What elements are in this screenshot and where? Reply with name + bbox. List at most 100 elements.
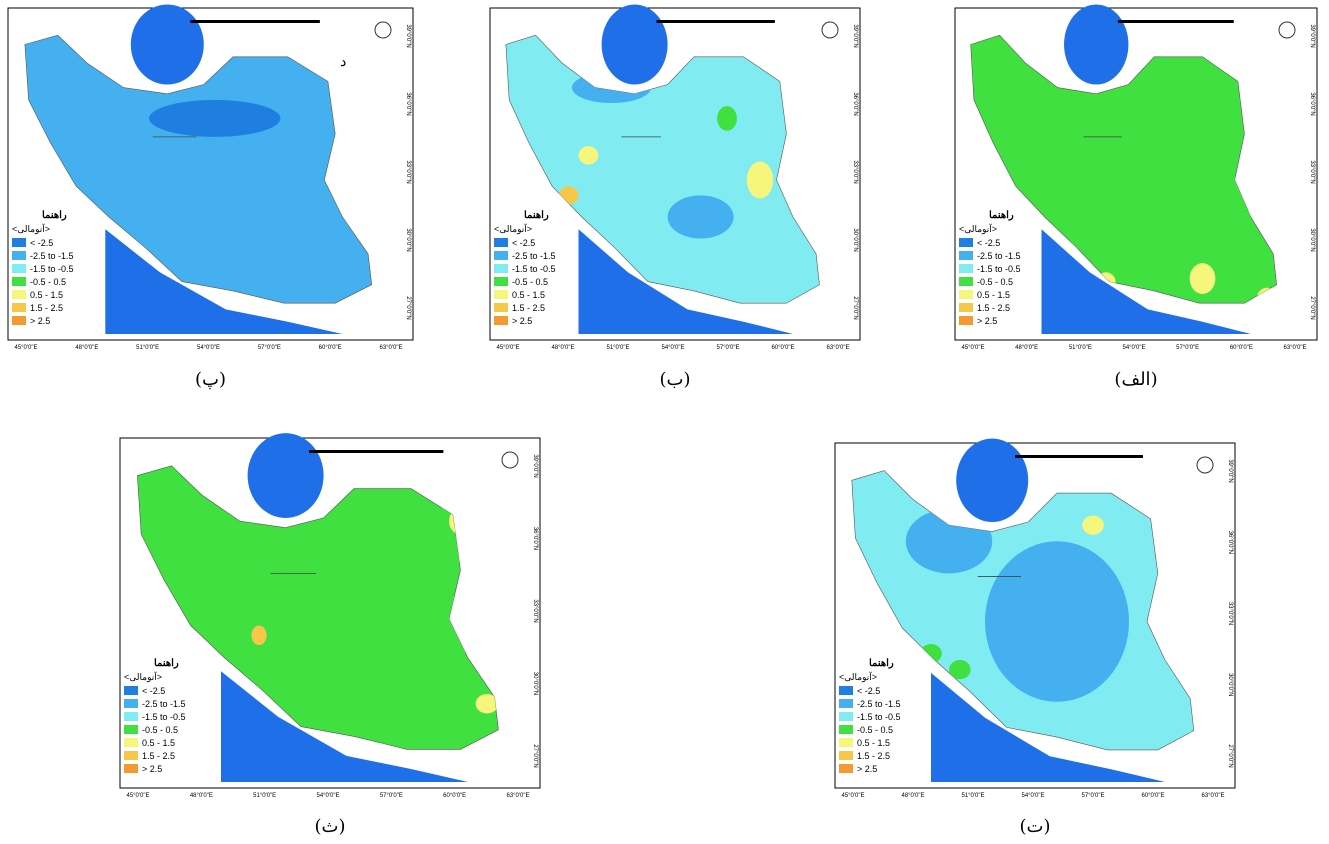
map-panel: د راهنما <آنومالی> < -2.5 -2.5 to -1.5 -1.5 t… bbox=[7, 4, 414, 351]
latitude-label: 27°0'0"N bbox=[532, 744, 538, 767]
latitude-label: 36°0'0"N bbox=[405, 92, 411, 115]
legend-label: < -2.5 bbox=[142, 686, 165, 696]
legend-label: -0.5 - 0.5 bbox=[857, 725, 893, 735]
longitude-label: 60°0'0"E bbox=[771, 345, 794, 351]
latitude-label: 36°0'0"N bbox=[1309, 92, 1315, 115]
legend-swatch bbox=[959, 303, 973, 312]
scale-bar bbox=[656, 20, 775, 23]
legend-label: > 2.5 bbox=[30, 316, 50, 326]
latitude-label: 36°0'0"N bbox=[852, 92, 858, 115]
longitude-label: 54°0'0"E bbox=[1021, 793, 1044, 799]
legend-label: -2.5 to -1.5 bbox=[977, 251, 1021, 261]
latitude-label: 33°0'0"N bbox=[405, 160, 411, 183]
anomaly-zones bbox=[164, 504, 499, 717]
legend-title: راهنما bbox=[524, 210, 549, 221]
longitude-label: 51°0'0"E bbox=[961, 793, 984, 799]
legend-swatch bbox=[124, 764, 138, 773]
longitude-label: 48°0'0"E bbox=[190, 793, 213, 799]
legend-swatch bbox=[12, 303, 26, 312]
panel-letter: د bbox=[340, 53, 346, 69]
legend-label: 0.5 - 1.5 bbox=[977, 290, 1010, 300]
legend-subtitle: <آنومالی> bbox=[839, 671, 877, 683]
legend-label: -1.5 to -0.5 bbox=[857, 712, 901, 722]
latitude-label: 39°0'0"N bbox=[532, 454, 538, 477]
latitude-label: 27°0'0"N bbox=[852, 296, 858, 319]
latitude-label: 30°0'0"N bbox=[1227, 673, 1233, 696]
longitude-label: 57°0'0"E bbox=[258, 345, 281, 351]
legend-swatch bbox=[839, 686, 853, 695]
anomaly-zone bbox=[667, 195, 734, 239]
map-panel: راهنما <آنومالی> < -2.5 -2.5 to -1.5 -1.5 to… bbox=[954, 4, 1318, 351]
latitude-label: 27°0'0"N bbox=[1227, 744, 1233, 767]
legend-label: -2.5 to -1.5 bbox=[512, 251, 556, 261]
legend-title: راهنما bbox=[42, 210, 67, 221]
scale-bar bbox=[1015, 455, 1143, 458]
latitude-label: 36°0'0"N bbox=[532, 527, 538, 550]
legend-swatch bbox=[12, 238, 26, 247]
longitude-label: 48°0'0"E bbox=[75, 345, 98, 351]
legend-swatch bbox=[839, 725, 853, 734]
latitude-label: 39°0'0"N bbox=[405, 24, 411, 47]
longitude-label: 60°0'0"E bbox=[443, 793, 466, 799]
legend-label: -2.5 to -1.5 bbox=[30, 251, 74, 261]
panel-caption: (ت) bbox=[1019, 816, 1050, 837]
legend-swatch bbox=[12, 290, 26, 299]
latitude-label: 30°0'0"N bbox=[852, 228, 858, 251]
north-arrow bbox=[821, 21, 839, 39]
anomaly-zone bbox=[985, 541, 1129, 702]
legend-swatch bbox=[839, 699, 853, 708]
latitude-label: 30°0'0"N bbox=[532, 672, 538, 695]
legend-label: < -2.5 bbox=[30, 238, 53, 248]
legend-swatch bbox=[124, 738, 138, 747]
longitude-label: 45°0'0"E bbox=[14, 345, 37, 351]
legend-label: > 2.5 bbox=[142, 764, 162, 774]
persian-gulf bbox=[931, 672, 1165, 782]
legend-label: > 2.5 bbox=[857, 764, 877, 774]
legend-title: راهنما bbox=[869, 658, 894, 669]
latitude-label: 33°0'0"N bbox=[532, 599, 538, 622]
legend-swatch bbox=[959, 264, 973, 273]
legend-label: 0.5 - 1.5 bbox=[142, 738, 175, 748]
legend-swatch bbox=[124, 751, 138, 760]
legend-swatch bbox=[494, 277, 508, 286]
map-panel: راهنما <آنومالی> < -2.5 -2.5 to -1.5 -1.5 to… bbox=[834, 438, 1236, 799]
legend-label: -0.5 - 0.5 bbox=[30, 277, 66, 287]
legend-label: -1.5 to -0.5 bbox=[512, 264, 556, 274]
legend-label: 0.5 - 1.5 bbox=[30, 290, 63, 300]
north-arrow bbox=[1196, 456, 1214, 474]
legend-swatch bbox=[494, 316, 508, 325]
north-arrow bbox=[1278, 21, 1296, 39]
latitude-label: 27°0'0"N bbox=[1309, 296, 1315, 319]
anomaly-zone bbox=[251, 625, 267, 646]
legend-swatch bbox=[494, 238, 508, 247]
legend-swatch bbox=[959, 290, 973, 299]
panel-caption: (ث) bbox=[314, 816, 345, 837]
legend-swatch bbox=[124, 686, 138, 695]
north-arrow bbox=[501, 451, 519, 469]
anomaly-zone bbox=[949, 660, 971, 680]
legend-subtitle: <آنومالی> bbox=[12, 223, 50, 235]
legend-swatch bbox=[12, 316, 26, 325]
legend-subtitle: <آنومالی> bbox=[494, 223, 532, 235]
legend-swatch bbox=[839, 764, 853, 773]
longitude-label: 51°0'0"E bbox=[606, 345, 629, 351]
latitude-label: 33°0'0"N bbox=[1309, 160, 1315, 183]
legend-swatch bbox=[839, 738, 853, 747]
anomaly-zone bbox=[1057, 149, 1251, 273]
legend-label: > 2.5 bbox=[512, 316, 532, 326]
caspian-sea bbox=[247, 433, 324, 518]
longitude-label: 63°0'0"E bbox=[1283, 345, 1306, 351]
panel-caption: (الف) bbox=[1114, 369, 1157, 390]
legend-label: -0.5 - 0.5 bbox=[142, 725, 178, 735]
legend-swatch bbox=[959, 277, 973, 286]
longitude-label: 57°0'0"E bbox=[1081, 793, 1104, 799]
anomaly-zone bbox=[149, 99, 281, 137]
latitude-label: 30°0'0"N bbox=[405, 228, 411, 251]
legend-swatch bbox=[12, 277, 26, 286]
longitude-label: 45°0'0"E bbox=[961, 345, 984, 351]
country-area bbox=[24, 34, 373, 304]
panel-caption: (پ) bbox=[195, 369, 226, 390]
legend-swatch bbox=[959, 251, 973, 260]
legend-label: < -2.5 bbox=[857, 686, 880, 696]
legend-swatch bbox=[839, 712, 853, 721]
